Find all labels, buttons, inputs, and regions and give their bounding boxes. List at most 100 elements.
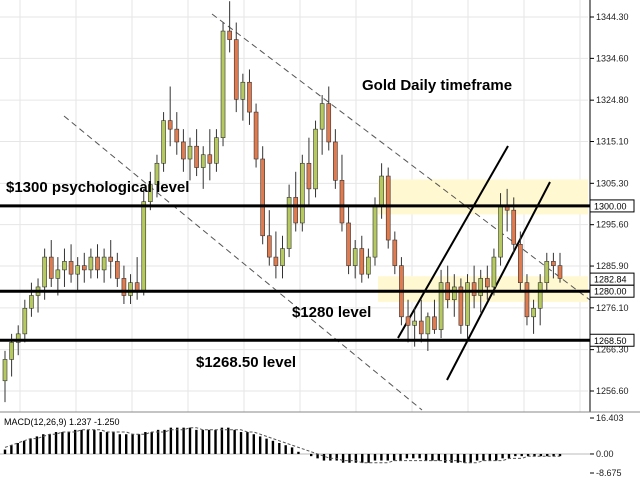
- y-tick-label: 1315.10: [596, 137, 629, 147]
- candle-body: [379, 175, 384, 207]
- candle-body: [392, 239, 398, 266]
- candle-body: [95, 256, 100, 271]
- candle-body: [266, 235, 272, 258]
- candle-body: [366, 256, 371, 275]
- candle-body: [313, 128, 318, 190]
- candle-body: [432, 316, 437, 330]
- candle-body: [15, 333, 21, 343]
- candle-body: [128, 282, 133, 296]
- candle-body: [300, 162, 305, 224]
- candle-body: [544, 261, 550, 283]
- candle-body: [101, 256, 107, 271]
- candle-body: [68, 261, 74, 275]
- y-tick-label: 1334.60: [596, 53, 629, 63]
- candle-body: [485, 278, 490, 288]
- candle-body: [518, 243, 523, 283]
- candle-body: [405, 316, 411, 326]
- macd-tick-label: 16.403: [596, 413, 624, 423]
- candle-body: [478, 278, 484, 296]
- candle-body: [121, 278, 127, 296]
- candle-body: [55, 269, 61, 279]
- y-tick-label: 1276.10: [596, 303, 629, 313]
- candle-body: [326, 103, 332, 143]
- candle-body: [207, 154, 213, 164]
- trend-lines: [63, 13, 591, 411]
- candle-body: [174, 128, 180, 143]
- candle-body: [141, 201, 147, 292]
- level-price-label: 1280.00: [594, 287, 627, 297]
- candle-body: [148, 184, 153, 202]
- candle-body: [537, 282, 543, 309]
- candle-body: [333, 141, 338, 181]
- candle-body: [511, 209, 517, 245]
- candle-body: [167, 120, 173, 130]
- key-levels: 1300.00 1280.00 1268.50 1282.84: [0, 199, 635, 347]
- chart-title: Gold Daily timeframe: [362, 77, 512, 94]
- candle-body: [524, 282, 530, 318]
- candle-body: [187, 145, 193, 160]
- candle-body: [75, 265, 80, 275]
- candle-body: [451, 286, 457, 301]
- candle-body: [352, 248, 358, 266]
- candle-body: [531, 307, 536, 318]
- candle-body: [2, 359, 8, 382]
- candle-body: [465, 282, 470, 326]
- macd-tick-label: 0.00: [596, 449, 614, 459]
- annotation-1300-level: $1300 psychological level: [6, 179, 189, 196]
- candle-body: [306, 162, 312, 190]
- candle-body: [551, 261, 556, 266]
- candle-body: [154, 162, 160, 185]
- annotation-1268-level: $1268.50 level: [196, 354, 296, 371]
- candle-body: [280, 248, 285, 266]
- y-tick-label: 1344.30: [596, 12, 629, 22]
- annotation-1280-level: $1280 level: [292, 304, 371, 321]
- candle-body: [491, 256, 497, 288]
- candle-body: [253, 111, 259, 160]
- candle-body: [286, 197, 292, 249]
- highlight-zone: [378, 179, 588, 215]
- candle-body: [233, 39, 239, 100]
- candle-body: [319, 103, 325, 130]
- candle-body: [115, 261, 120, 279]
- candle-body: [9, 342, 14, 360]
- y-tick-label: 1266.30: [596, 345, 629, 355]
- upper-downtrend-line: [211, 13, 591, 301]
- candle-body: [372, 205, 378, 258]
- candle-body: [247, 81, 252, 113]
- candle-body: [418, 320, 424, 335]
- channel-line-left: [397, 145, 509, 339]
- candle-body: [346, 222, 351, 266]
- candle-body: [458, 286, 464, 326]
- price-candles: [2, 1, 563, 403]
- candle-body: [181, 141, 186, 160]
- candle-body: [339, 180, 345, 224]
- candle-body: [471, 282, 477, 296]
- candle-body: [220, 30, 226, 138]
- y-tick-label: 1295.60: [596, 220, 629, 230]
- highlight-zones: [378, 179, 588, 302]
- candle-body: [22, 307, 28, 335]
- level-price-label: 1268.50: [594, 336, 627, 346]
- candle-body: [194, 145, 199, 168]
- y-tick-label: 1324.80: [596, 95, 629, 105]
- candle-body: [240, 81, 246, 100]
- channel-line-right: [446, 181, 551, 381]
- candle-body: [260, 158, 265, 237]
- macd-signal-line: [4, 427, 560, 464]
- macd-tick-label: -8.675: [596, 468, 622, 478]
- candle-body: [29, 295, 34, 309]
- candle-body: [498, 205, 503, 258]
- candle-body: [412, 320, 417, 326]
- candle-body: [557, 265, 563, 279]
- lower-downtrend-line: [63, 115, 423, 411]
- y-tick-label: 1256.60: [596, 386, 629, 396]
- candle-body: [108, 256, 114, 262]
- candle-body: [200, 154, 206, 168]
- candle-body: [48, 256, 54, 279]
- macd-label: MACD(12,26,9) 1.237 -1.250: [4, 417, 120, 427]
- candle-body: [214, 137, 219, 164]
- candle-body: [227, 30, 232, 40]
- current-price-label: 1282.84: [594, 275, 627, 285]
